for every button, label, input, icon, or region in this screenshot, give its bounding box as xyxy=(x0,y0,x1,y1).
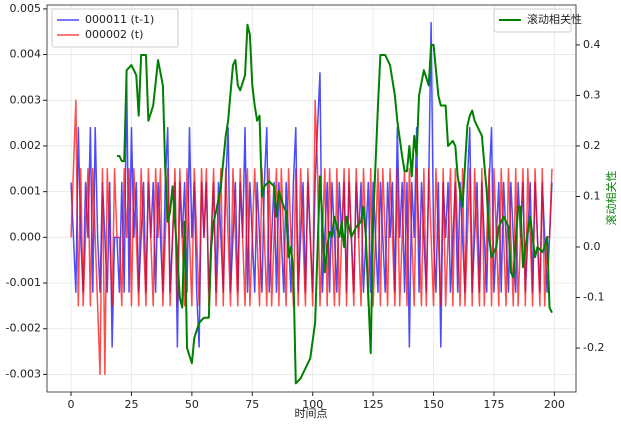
x-axis-label: 时间点 xyxy=(295,407,328,420)
x-tick-label: 200 xyxy=(544,398,565,411)
legend-box xyxy=(493,8,572,33)
y2-tick-label: -0.1 xyxy=(583,291,604,304)
legend-label: 000011 (t-1) xyxy=(85,13,154,26)
legend-label: 000002 (t) xyxy=(85,28,143,41)
y-tick-label: -0.003 xyxy=(6,367,41,380)
plot-frame xyxy=(46,4,577,393)
y-tick-label: 0.005 xyxy=(10,2,42,15)
y2-tick-label: -0.2 xyxy=(583,341,604,354)
x-tick-label: 75 xyxy=(245,398,259,411)
x-tick-label: 0 xyxy=(68,398,75,411)
series-line xyxy=(116,23,553,385)
y2-axis-label: 滚动相关性 xyxy=(604,171,618,226)
y-tick-label: 0.002 xyxy=(10,139,42,152)
y2-tick-label: 0.4 xyxy=(583,38,601,51)
y-tick-label: 0.001 xyxy=(10,185,42,198)
y-tick-label: -0.002 xyxy=(6,322,41,335)
y-tick-label: 0.003 xyxy=(10,93,42,106)
x-tick-label: 175 xyxy=(483,398,504,411)
x-tick-label: 125 xyxy=(363,398,384,411)
series-line xyxy=(70,99,553,376)
y2-tick-label: 0.2 xyxy=(583,139,601,152)
y-tick-label: -0.001 xyxy=(6,276,41,289)
y-tick-label: 0.004 xyxy=(10,48,42,61)
legend-label: 滚动相关性 xyxy=(527,12,582,26)
y2-tick-label: 0.3 xyxy=(583,88,601,101)
x-tick-label: 150 xyxy=(423,398,444,411)
legend-box xyxy=(51,8,179,48)
x-tick-label: 25 xyxy=(124,398,138,411)
y2-tick-label: 0.1 xyxy=(583,189,601,202)
x-tick-label: 100 xyxy=(302,398,323,411)
y-tick-label: 0.000 xyxy=(10,230,42,243)
y2-tick-label: 0.0 xyxy=(583,240,601,253)
x-tick-label: 50 xyxy=(185,398,199,411)
